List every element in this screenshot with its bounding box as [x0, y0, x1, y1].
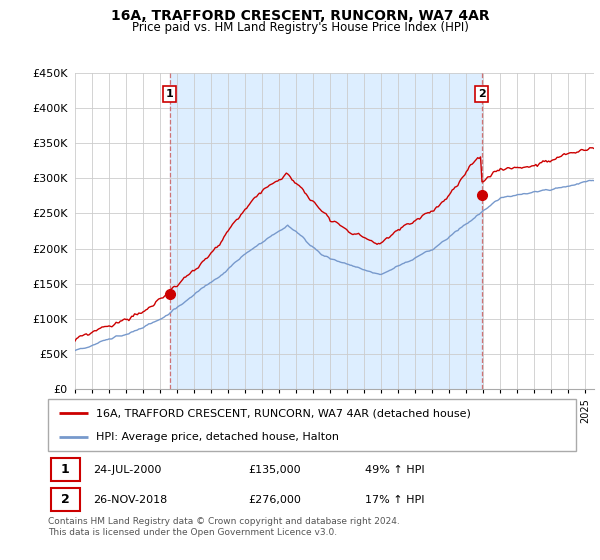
Text: HPI: Average price, detached house, Halton: HPI: Average price, detached house, Halt…	[95, 432, 338, 442]
Text: 26-NOV-2018: 26-NOV-2018	[93, 494, 167, 505]
Text: 16A, TRAFFORD CRESCENT, RUNCORN, WA7 4AR: 16A, TRAFFORD CRESCENT, RUNCORN, WA7 4AR	[110, 9, 490, 23]
Text: 16A, TRAFFORD CRESCENT, RUNCORN, WA7 4AR (detached house): 16A, TRAFFORD CRESCENT, RUNCORN, WA7 4AR…	[95, 408, 470, 418]
Bar	[170, 73, 482, 389]
Text: 49% ↑ HPI: 49% ↑ HPI	[365, 465, 424, 475]
FancyBboxPatch shape	[50, 488, 80, 511]
Text: £276,000: £276,000	[248, 494, 302, 505]
FancyBboxPatch shape	[48, 399, 576, 451]
Text: 2: 2	[478, 89, 485, 99]
Text: 1: 1	[166, 89, 173, 99]
Text: 24-JUL-2000: 24-JUL-2000	[93, 465, 161, 475]
Text: Price paid vs. HM Land Registry's House Price Index (HPI): Price paid vs. HM Land Registry's House …	[131, 21, 469, 34]
Text: Contains HM Land Registry data © Crown copyright and database right 2024.
This d: Contains HM Land Registry data © Crown c…	[48, 517, 400, 537]
Text: 17% ↑ HPI: 17% ↑ HPI	[365, 494, 424, 505]
Text: 2: 2	[61, 493, 70, 506]
Text: 1: 1	[61, 464, 70, 477]
Text: £135,000: £135,000	[248, 465, 301, 475]
FancyBboxPatch shape	[50, 459, 80, 482]
